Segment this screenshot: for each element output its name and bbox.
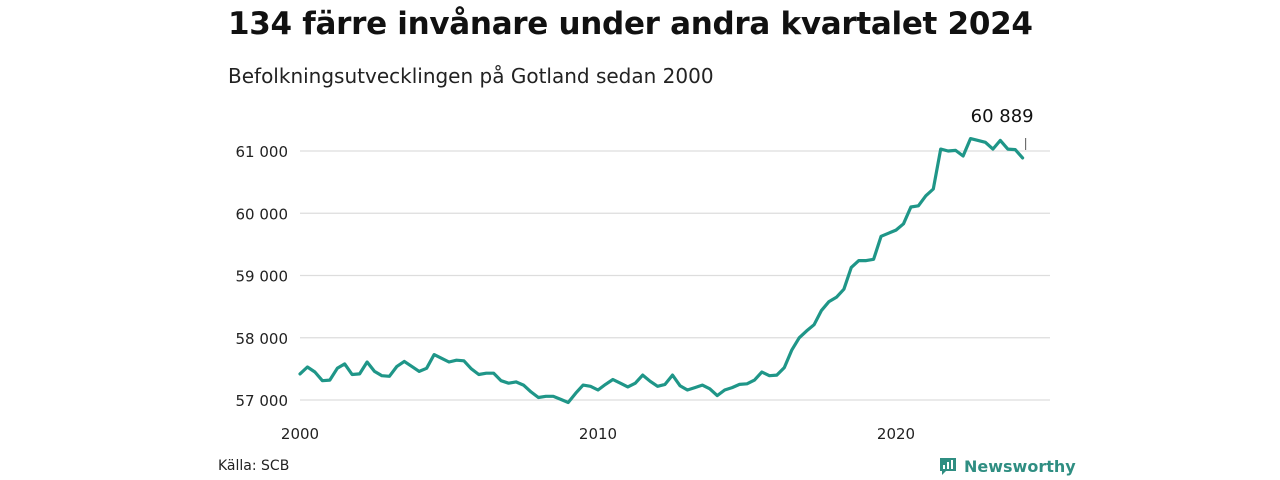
grid-lines: [300, 150, 1050, 401]
bar-chart-icon: [940, 458, 956, 475]
chart-title: 134 färre invånare under andra kvartalet…: [228, 6, 1033, 42]
brand-name: Newsworthy: [964, 456, 1076, 476]
source-note: Källa: SCB: [218, 458, 290, 474]
y-tick-label: 58 000: [236, 330, 289, 348]
series-line: [298, 137, 1025, 405]
y-tick-label: 57 000: [236, 392, 289, 410]
y-tick-label: 59 000: [236, 268, 289, 286]
x-tick-label: 2020: [877, 425, 915, 443]
y-tick-labels: 57 000 58 000 59 000 60 000 61 000: [236, 143, 289, 410]
series-layer: [298, 137, 1025, 405]
brand-logo[interactable]: Newsworthy: [938, 456, 1076, 476]
chart-subtitle: Befolkningsutvecklingen på Gotland sedan…: [228, 64, 714, 88]
x-tick-label: 2000: [281, 425, 319, 443]
x-tick-label: 2010: [579, 425, 617, 443]
y-tick-label: 60 000: [236, 205, 289, 223]
x-tick-labels: 2000 2010 2020: [281, 425, 915, 443]
annotation-label: 60 889: [971, 106, 1034, 127]
annotation-layer: 60 889: [971, 106, 1034, 150]
y-tick-label: 61 000: [236, 143, 289, 161]
